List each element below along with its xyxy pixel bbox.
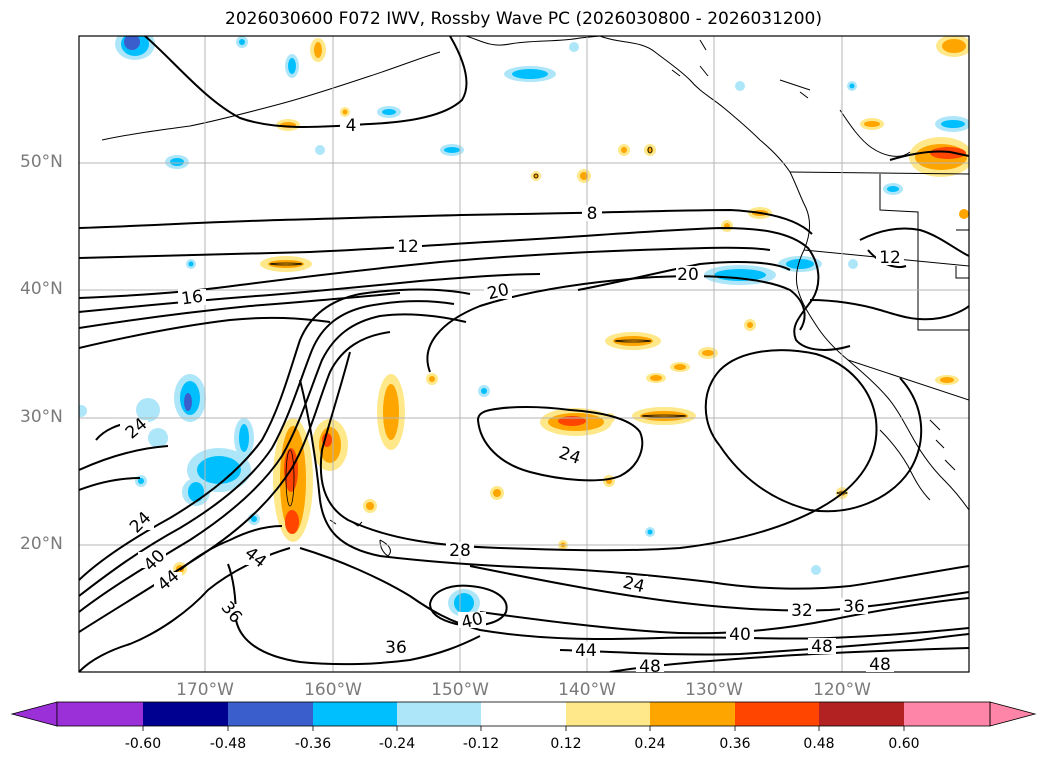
contour-label: 28 (449, 541, 471, 561)
colorbar-tick-label: 0.48 (803, 736, 835, 752)
colorbar-segment (57, 702, 143, 726)
colorbar-segment (650, 702, 735, 726)
colorbar-max-extension (989, 701, 1037, 727)
lon-label-140w: 140°W (558, 680, 616, 700)
lat-label-20n: 20°N (20, 534, 63, 554)
colorbar-segment (566, 702, 650, 726)
contour-label: 12 (397, 237, 419, 257)
contour-label: 36 (843, 597, 865, 617)
colorbar-tick-label: 0.24 (634, 736, 666, 752)
contour-label: 40 (729, 625, 751, 645)
lon-label-130w: 130°W (685, 680, 743, 700)
colorbar-segment (481, 702, 566, 726)
colorbar-tick-label: -0.48 (209, 736, 247, 752)
contour-label: 16 (180, 287, 204, 310)
colorbar-tick-label: -0.36 (294, 736, 332, 752)
graticule (79, 36, 969, 672)
lat-label-50n: 50°N (20, 152, 63, 172)
lat-label-30n: 30°N (20, 407, 63, 427)
plot-background (79, 36, 969, 672)
colorbar-min-extension (10, 701, 58, 727)
lon-label-150w: 150°W (431, 680, 489, 700)
lon-label-120w: 120°W (813, 680, 871, 700)
contour-label: 36 (385, 638, 407, 658)
colorbar (10, 701, 1037, 731)
colorbar-tick-label: -0.24 (378, 736, 416, 752)
contour-label: 48 (869, 655, 891, 675)
colorbar-segment (313, 702, 397, 726)
contour-label: 48 (811, 637, 833, 657)
colorbar-tick-label: 0.60 (888, 736, 920, 752)
anomaly-outlines (269, 146, 848, 507)
contour-label: 32 (791, 601, 813, 621)
colorbar-tick-label: 0.12 (550, 736, 582, 752)
contour-label: 44 (575, 641, 597, 661)
colorbar-segment (228, 702, 313, 726)
shading-negative (79, 36, 969, 617)
colorbar-segment (819, 702, 904, 726)
colorbar-segment (397, 702, 481, 726)
colorbar-segment (904, 702, 990, 726)
colorbar-tick-label: 0.36 (719, 736, 751, 752)
colorbar-segment (143, 702, 228, 726)
contour-label: 4 (346, 116, 357, 136)
plot-frame (78, 35, 970, 673)
contour-label: 48 (639, 657, 661, 677)
colorbar-segment (735, 702, 819, 726)
lat-label-40n: 40°N (20, 279, 63, 299)
map-title: 2026030600 F072 IWV, Rossby Wave PC (202… (225, 9, 822, 29)
colorbar-tick-label: -0.12 (462, 736, 500, 752)
contour-label: 20 (677, 265, 699, 285)
colorbar-tick-label: -0.60 (124, 736, 162, 752)
lon-label-160w: 160°W (304, 680, 362, 700)
contour-label: 12 (879, 248, 901, 268)
contour-label: 8 (587, 204, 598, 224)
lon-label-170w: 170°W (176, 680, 234, 700)
